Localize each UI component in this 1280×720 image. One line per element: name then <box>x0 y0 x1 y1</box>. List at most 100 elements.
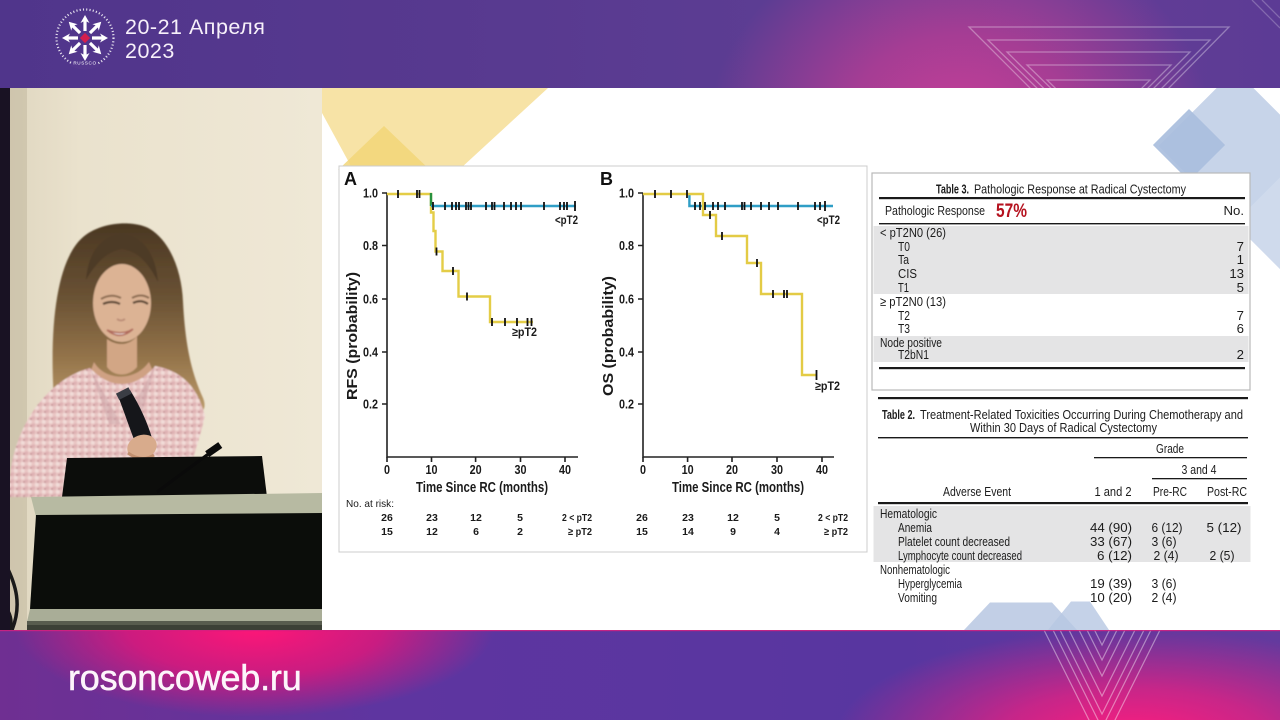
svg-text:2: 2 <box>517 526 523 538</box>
svg-text:Vomiting: Vomiting <box>898 590 937 605</box>
svg-text:Pathologic Response at Radical: Pathologic Response at Radical Cystectom… <box>974 182 1186 197</box>
svg-text:2 (5): 2 (5) <box>1210 548 1235 563</box>
svg-text:5 (12): 5 (12) <box>1207 520 1242 535</box>
svg-text:1: 1 <box>1237 252 1244 267</box>
svg-text:T0: T0 <box>898 239 910 254</box>
svg-text:20: 20 <box>726 463 738 477</box>
svg-text:≥ pT2: ≥ pT2 <box>568 526 592 538</box>
svg-text:40: 40 <box>816 463 828 477</box>
svg-text:Time Since RC (months): Time Since RC (months) <box>416 480 548 496</box>
svg-text:OS (probability): OS (probability) <box>601 276 617 396</box>
svg-text:30: 30 <box>515 463 527 477</box>
svg-text:≥pT2: ≥pT2 <box>512 325 537 339</box>
svg-text:57%: 57% <box>996 201 1027 222</box>
svg-text:0.2: 0.2 <box>619 398 634 412</box>
svg-text:6: 6 <box>473 526 479 538</box>
svg-text:Platelet count decreased: Platelet count decreased <box>898 534 1010 549</box>
svg-text:9: 9 <box>730 526 736 538</box>
svg-text:2 (4): 2 (4) <box>1152 590 1177 605</box>
svg-text:6: 6 <box>1237 321 1244 336</box>
svg-text:Post-RC: Post-RC <box>1207 484 1247 499</box>
svg-text:0.2: 0.2 <box>363 398 378 412</box>
svg-text:Within 30 Days of Radical Cyst: Within 30 Days of Radical Cystectomy <box>970 420 1157 435</box>
svg-text:Anemia: Anemia <box>898 520 933 535</box>
svg-text:6 (12): 6 (12) <box>1152 520 1183 535</box>
svg-text:B: B <box>600 169 613 189</box>
svg-text:3 (6): 3 (6) <box>1152 576 1177 591</box>
svg-text:19 (39): 19 (39) <box>1090 576 1132 591</box>
svg-text:No.: No. <box>1223 203 1244 218</box>
svg-text:T3: T3 <box>898 321 910 336</box>
svg-text:5: 5 <box>517 512 523 524</box>
svg-text:1.0: 1.0 <box>363 187 378 201</box>
svg-text:<pT2: <pT2 <box>817 213 840 227</box>
svg-text:Nonhematologic: Nonhematologic <box>880 562 950 577</box>
svg-text:30: 30 <box>771 463 783 477</box>
svg-text:Treatment-Related Toxicities O: Treatment-Related Toxicities Occurring D… <box>920 407 1243 422</box>
svg-text:10: 10 <box>426 463 438 477</box>
svg-text:0.4: 0.4 <box>619 346 634 360</box>
svg-text:CIS: CIS <box>898 266 917 281</box>
svg-text:3 and 4: 3 and 4 <box>1182 462 1217 477</box>
svg-text:· RUSSCO ·: · RUSSCO · <box>69 61 100 66</box>
svg-text:Table 3.: Table 3. <box>936 182 969 197</box>
svg-text:4: 4 <box>774 526 780 538</box>
svg-text:2 < pT2: 2 < pT2 <box>562 512 592 524</box>
svg-text:23: 23 <box>682 512 694 524</box>
svg-text:6 (12): 6 (12) <box>1097 548 1132 563</box>
svg-text:≥ pT2: ≥ pT2 <box>824 526 848 538</box>
svg-text:12: 12 <box>727 512 739 524</box>
svg-text:Table 2.: Table 2. <box>882 407 915 422</box>
svg-text:Lymphocyte count decreased: Lymphocyte count decreased <box>898 548 1022 563</box>
svg-text:No. at risk:: No. at risk: <box>346 498 394 510</box>
svg-text:1 and 2: 1 and 2 <box>1095 484 1132 499</box>
svg-text:10 (20): 10 (20) <box>1090 590 1132 605</box>
svg-text:7: 7 <box>1237 308 1244 323</box>
svg-text:44 (90): 44 (90) <box>1090 520 1132 535</box>
svg-text:T2: T2 <box>898 308 910 323</box>
svg-text:0.8: 0.8 <box>363 239 378 253</box>
svg-text:≥pT2: ≥pT2 <box>815 379 840 393</box>
svg-text:Hyperglycemia: Hyperglycemia <box>898 576 962 591</box>
svg-text:Node positive: Node positive <box>880 335 942 350</box>
svg-text:T1: T1 <box>898 280 909 295</box>
svg-text:2: 2 <box>1237 347 1244 362</box>
svg-text:40: 40 <box>559 463 571 477</box>
svg-text:26: 26 <box>636 512 648 524</box>
svg-text:A: A <box>344 169 357 189</box>
svg-text:33 (67): 33 (67) <box>1090 534 1132 549</box>
svg-text:7: 7 <box>1237 239 1244 254</box>
svg-text:13: 13 <box>1229 266 1244 281</box>
svg-text:20: 20 <box>470 463 482 477</box>
svg-text:12: 12 <box>470 512 482 524</box>
svg-text:Adverse Event: Adverse Event <box>943 484 1011 499</box>
svg-text:1.0: 1.0 <box>619 187 634 201</box>
svg-text:23: 23 <box>426 512 438 524</box>
svg-text:26: 26 <box>381 512 393 524</box>
svg-text:3 (6): 3 (6) <box>1152 534 1177 549</box>
svg-text:14: 14 <box>682 526 694 538</box>
svg-text:5: 5 <box>774 512 780 524</box>
svg-text:0: 0 <box>384 463 390 477</box>
svg-text:0.6: 0.6 <box>619 293 634 307</box>
svg-text:Hematologic: Hematologic <box>880 506 937 521</box>
svg-text:≥ pT2N0 (13): ≥ pT2N0 (13) <box>880 294 946 309</box>
svg-text:0.8: 0.8 <box>619 239 634 253</box>
svg-text:Grade: Grade <box>1156 441 1184 456</box>
svg-text:2 < pT2: 2 < pT2 <box>818 512 848 524</box>
svg-text:10: 10 <box>682 463 694 477</box>
svg-text:5: 5 <box>1237 280 1244 295</box>
svg-text:Pre-RC: Pre-RC <box>1153 484 1187 499</box>
svg-text:0.4: 0.4 <box>363 346 378 360</box>
svg-text:< pT2N0 (26): < pT2N0 (26) <box>880 225 946 240</box>
svg-text:RFS (probability): RFS (probability) <box>345 272 361 400</box>
svg-text:<pT2: <pT2 <box>555 213 578 227</box>
svg-text:0: 0 <box>640 463 646 477</box>
svg-text:Pathologic Response: Pathologic Response <box>885 203 985 218</box>
svg-text:15: 15 <box>636 526 648 538</box>
svg-text:12: 12 <box>426 526 438 538</box>
svg-text:2 (4): 2 (4) <box>1154 548 1179 563</box>
svg-text:15: 15 <box>381 526 393 538</box>
svg-text:0.6: 0.6 <box>363 293 378 307</box>
svg-text:T2bN1: T2bN1 <box>898 347 929 362</box>
